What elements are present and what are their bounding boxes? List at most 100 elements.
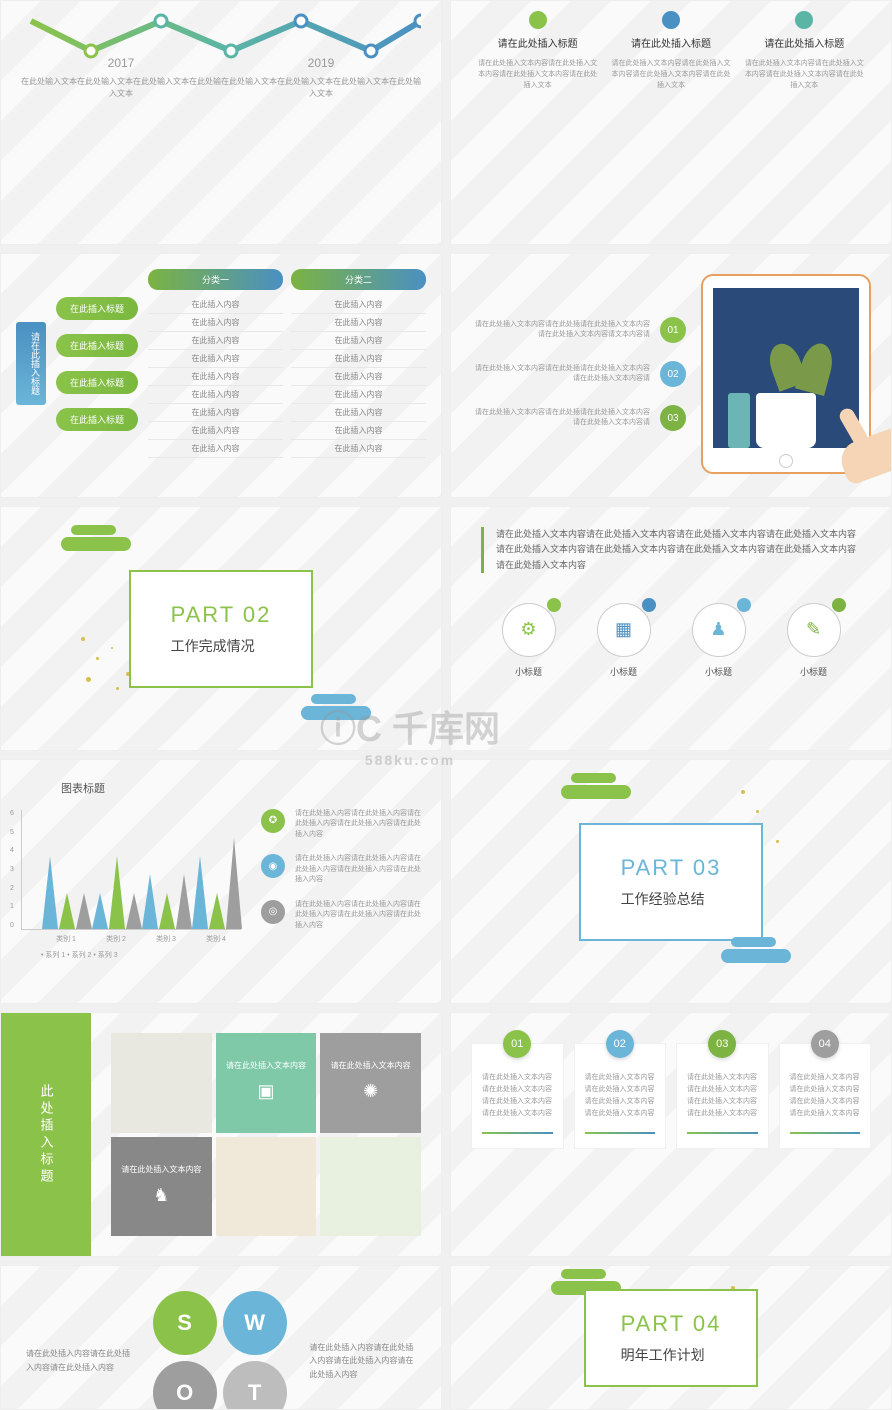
table-cell: 在此插入内容: [291, 350, 426, 368]
chart-triangle: [176, 874, 192, 929]
circle-icon: ✎: [806, 619, 821, 640]
item-text: 请在此处插入文本内容请在此处插请在此处插入文本内容请在此处插入文本内容请文本内容…: [471, 320, 650, 341]
chart-group: [142, 874, 192, 929]
circle-icon: ⚙: [520, 619, 536, 640]
table-cell: 在此插入内容: [291, 314, 426, 332]
tile-text: 请在此处插入文本内容: [226, 1060, 306, 1072]
tile-icon: ✺: [363, 1078, 378, 1105]
table-cell: 在此插入内容: [291, 332, 426, 350]
vertical-title: 此处插入标题: [1, 1013, 91, 1256]
swot-circle: T: [223, 1361, 287, 1410]
xtick: 类别 1: [41, 934, 91, 944]
number-badge: 01: [660, 317, 686, 343]
table-cell: 在此插入内容: [148, 404, 283, 422]
chart-triangle: [76, 893, 92, 929]
xtick: 类别 4: [191, 934, 241, 944]
timeline-item: 2019 在此处输入文本在此处输入文本在此处输入文本在此处输入文本: [221, 56, 421, 100]
item-text: 请在此处插入文本内容请在此处插请在此处插入文本内容请在此处插入文本内容请: [471, 408, 650, 429]
ytick: 3: [10, 866, 14, 873]
table-cell: 在此插入内容: [148, 296, 283, 314]
col-title: 请在此处插入标题: [744, 35, 864, 50]
circle-label: 小标题: [597, 665, 651, 678]
part-box: PART 02 工作完成情况: [129, 570, 314, 688]
chart-group: [42, 856, 92, 929]
table-cell: 在此插入内容: [148, 350, 283, 368]
col-text: 请在此处插入文本内容请在此处插入文本内容请在此处插入文本内容请在此处插入文本: [611, 58, 731, 92]
col-text: 请在此处插入文本内容请在此处插入文本内容请在此处插入文本内容请在此处插入文本: [478, 58, 598, 92]
chart-triangle: [159, 893, 175, 929]
swot-circle: O: [153, 1361, 217, 1410]
intro-text: 请在此处插入文本内容请在此处插入文本内容请在此处插入文本内容请在此处插入文本内容…: [481, 527, 861, 573]
numbered-card: 04 请在此处插入文本内容请在此处插入文本内容请在此处插入文本内容请在此处插入文…: [779, 1043, 872, 1149]
col-text: 请在此处插入文本内容请在此处插入文本内容请在此处插入文本内容请在此处插入文本: [744, 58, 864, 92]
card-underline: [482, 1132, 553, 1134]
dot-icon: [642, 598, 656, 612]
tile-text: 请在此处插入文本内容: [121, 1164, 201, 1176]
circle-label: 小标题: [692, 665, 746, 678]
ytick: 0: [10, 922, 14, 929]
timeline-zigzag: [21, 11, 421, 61]
circle-outline: ✎: [787, 603, 841, 657]
chart-triangle: [226, 838, 242, 929]
card-text: 请在此处插入文本内容请在此处插入文本内容请在此处插入文本内容请在此处插入文本内容: [585, 1072, 656, 1120]
slide-numbered-cards: 01 请在此处插入文本内容请在此处插入文本内容请在此处插入文本内容请在此处插入文…: [450, 1012, 892, 1257]
chart-triangle: [126, 893, 142, 929]
chart-triangle: [109, 856, 125, 929]
slide-tile-grid: 此处插入标题 请在此处插入文本内容 ▣ 请在此处插入文本内容 ✺ 请在此处插入文…: [0, 1012, 442, 1257]
card-number-badge: 03: [708, 1030, 736, 1058]
swot-right-text: 请在此处插入内容请在此处插入内容请在此处插入内容请在此处插入内容: [309, 1341, 416, 1382]
part-number: PART 04: [621, 1311, 722, 1337]
legend-item: ✪ 请在此处插入内容请在此处插入内容请在此处插入内容请在此处插入内容请在此处插入…: [261, 809, 421, 841]
legend-text: 请在此处插入内容请在此处插入内容请在此处插入内容请在此处插入内容请在此处插入内容: [295, 809, 421, 841]
slide-three-cols: 请在此处插入标题 请在此处插入文本内容请在此处插入文本内容请在此处插入文本内容请…: [450, 0, 892, 245]
cloud-decor: [61, 537, 131, 551]
card-underline: [687, 1132, 758, 1134]
dot-icon: [832, 598, 846, 612]
table-cell: 在此插入内容: [148, 440, 283, 458]
card-text: 请在此处插入文本内容请在此处插入文本内容请在此处插入文本内容请在此处插入文本内容: [482, 1072, 553, 1120]
pot-decor: [756, 393, 816, 448]
part-number: PART 02: [171, 602, 272, 628]
legend-item: ◎ 请在此处插入内容请在此处插入内容请在此处插入内容请在此处插入内容请在此处插入…: [261, 900, 421, 932]
slide-part-03: PART 03 工作经验总结: [450, 759, 892, 1004]
cloud-decor: [301, 706, 371, 720]
number-badge: 02: [660, 361, 686, 387]
table-cell: 在此插入内容: [148, 386, 283, 404]
card-number-badge: 02: [606, 1030, 634, 1058]
text-tile: 请在此处插入文本内容 ▣: [216, 1033, 317, 1133]
table-cell: 在此插入内容: [148, 314, 283, 332]
dot-icon: [737, 598, 751, 612]
vertical-title: 请在此插入标题: [16, 322, 46, 405]
chart-triangle: [209, 893, 225, 929]
timeline-text: 在此处输入文本在此处输入文本在此处输入文本在此处输入文本: [21, 76, 221, 100]
swot-left-text: 请在此处插入内容请在此处插入内容请在此处插入内容: [26, 1347, 133, 1374]
part-number: PART 03: [621, 855, 722, 881]
table-cell: 在此插入内容: [148, 422, 283, 440]
list-item: 请在此处插入文本内容请在此处插请在此处插入文本内容请在此处插入文本内容请 03: [471, 405, 686, 431]
part-box: PART 04 明年工作计划: [584, 1289, 759, 1387]
legend-item: ◉ 请在此处插入内容请在此处插入内容请在此处插入内容请在此处插入内容请在此处插入…: [261, 854, 421, 886]
slide-part-04: PART 04 明年工作计划: [450, 1265, 892, 1410]
circle-item: ♟ 小标题: [692, 603, 746, 678]
column-item: 请在此处插入标题 请在此处插入文本内容请在此处插入文本内容请在此处插入文本内容请…: [744, 11, 864, 92]
item-text: 请在此处插入文本内容请在此处插请在此处插入文本内容请在此处插入文本内容请: [471, 364, 650, 385]
table-cell: 在此插入内容: [291, 422, 426, 440]
text-tile: 请在此处插入文本内容 ✺: [320, 1033, 421, 1133]
swot-circle: W: [223, 1291, 287, 1355]
ytick: 1: [10, 903, 14, 910]
table-cell: 在此插入内容: [148, 368, 283, 386]
col-title: 请在此处插入标题: [478, 35, 598, 50]
tile-text: 请在此处插入文本内容: [331, 1060, 411, 1072]
part-title: 明年工作计划: [621, 1345, 722, 1365]
ytick: 2: [10, 885, 14, 892]
card-text: 请在此处插入文本内容请在此处插入文本内容请在此处插入文本内容请在此处插入文本内容: [687, 1072, 758, 1120]
timeline-item: 2017 在此处输入文本在此处输入文本在此处输入文本在此处输入文本: [21, 56, 221, 100]
swot-circle: S: [153, 1291, 217, 1355]
text-tile: 请在此处插入文本内容 ♞: [111, 1137, 212, 1237]
legend-text: 请在此处插入内容请在此处插入内容请在此处插入内容请在此处插入内容请在此处插入内容: [295, 900, 421, 932]
timeline-year: 2019: [221, 56, 421, 70]
list-item: 请在此处插入文本内容请在此处插请在此处插入文本内容请在此处插入文本内容请 02: [471, 361, 686, 387]
xtick: 类别 3: [141, 934, 191, 944]
card-underline: [790, 1132, 861, 1134]
col-title: 请在此处插入标题: [611, 35, 731, 50]
